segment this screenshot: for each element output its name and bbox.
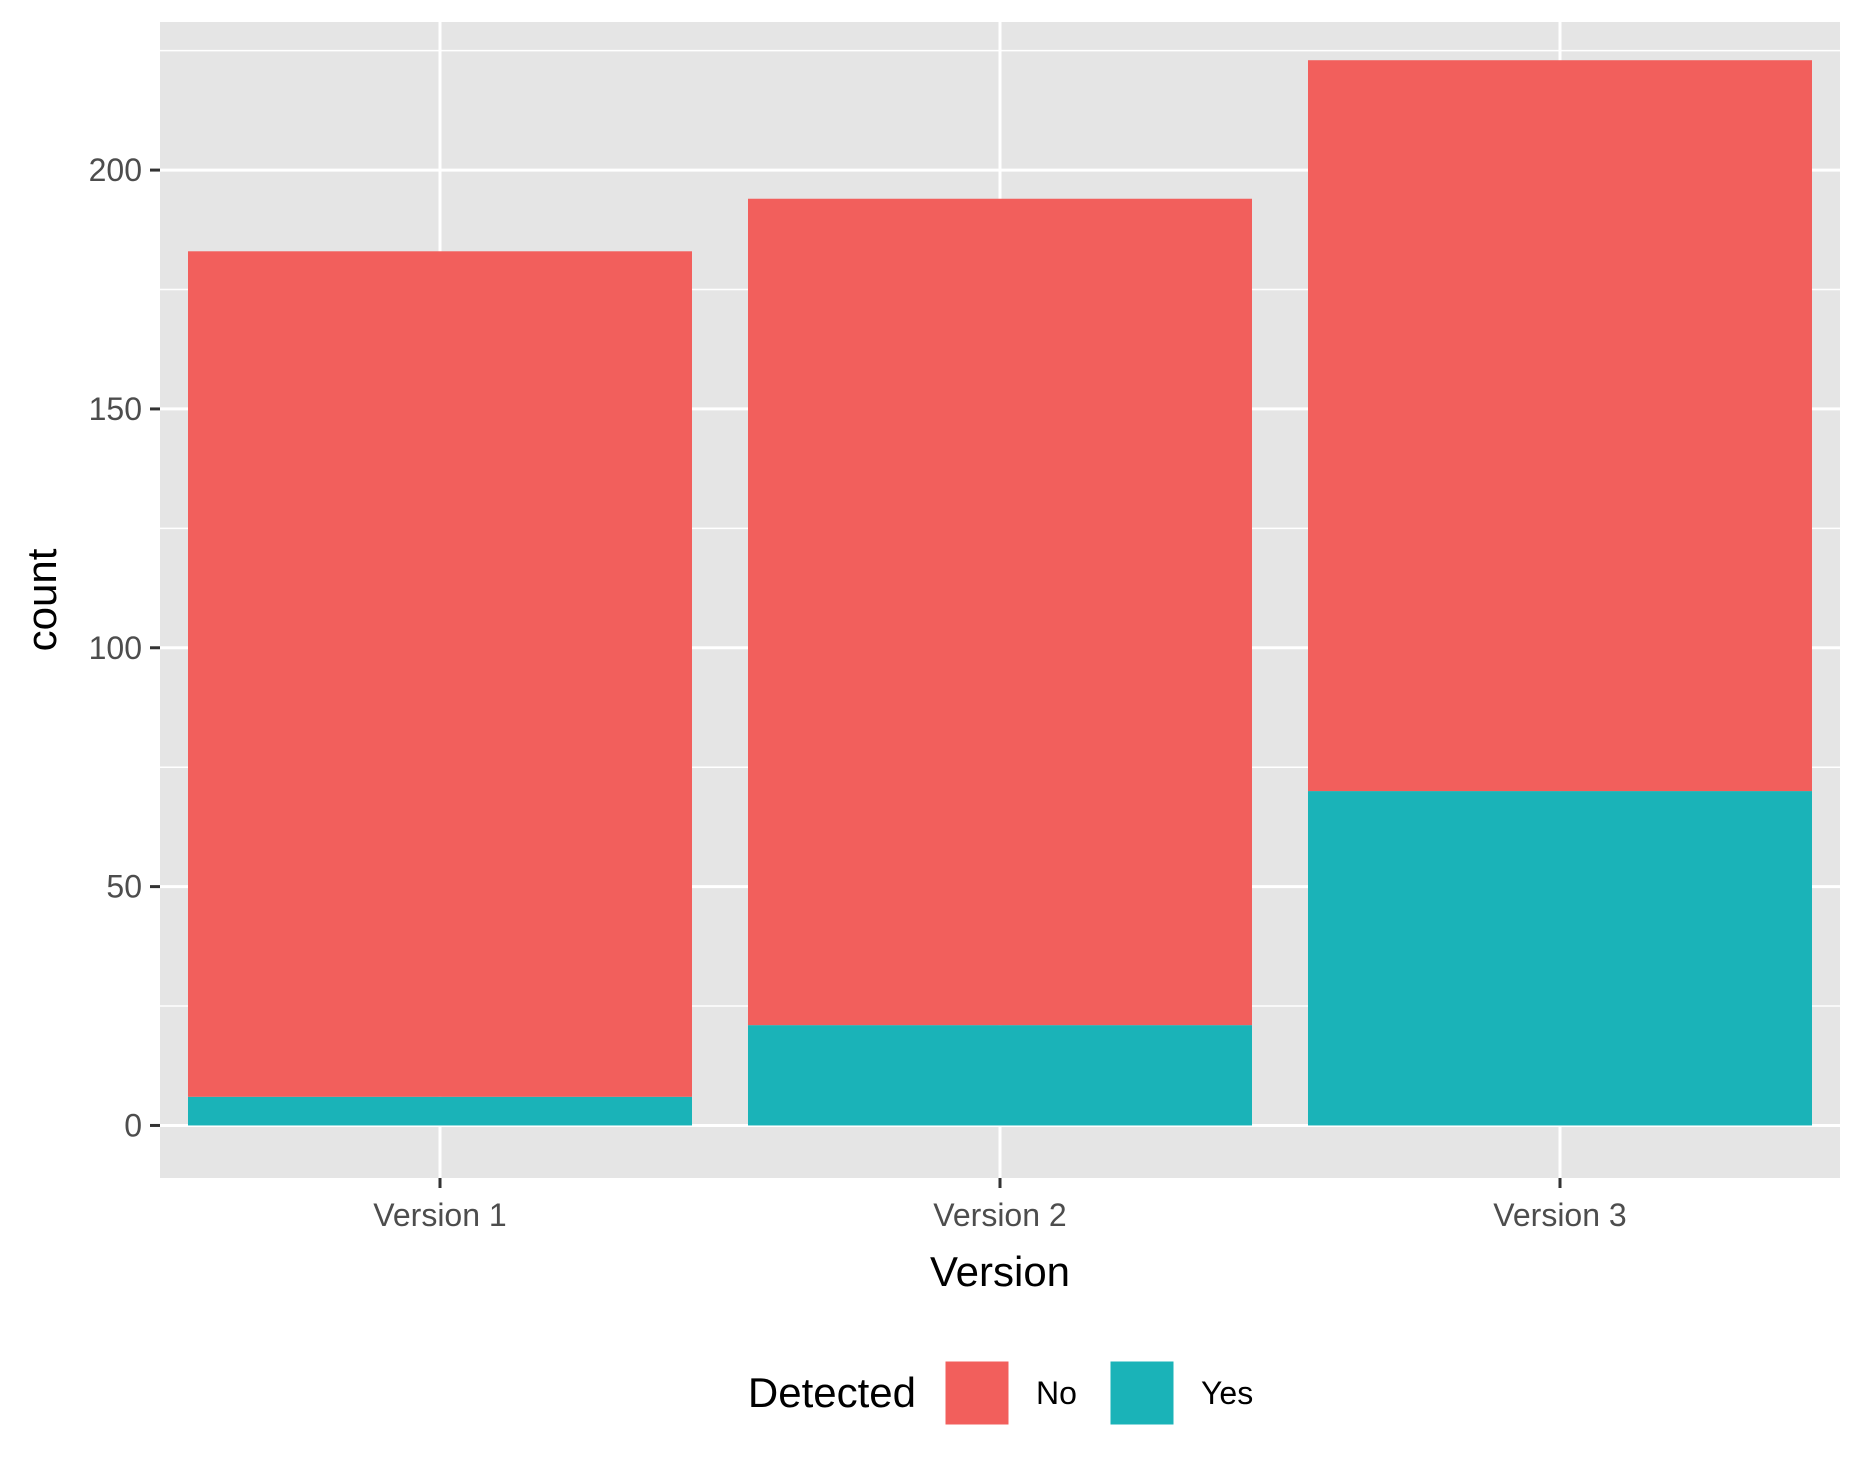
- y-axis-title: count: [18, 548, 65, 651]
- y-tick-label: 0: [124, 1107, 142, 1143]
- legend-label-no: No: [1036, 1375, 1077, 1411]
- bar-no-1: [188, 251, 692, 1097]
- bar-yes-3: [1308, 791, 1812, 1126]
- axis-layer: 0 50 100 150 200 Version 1 Version 2 Version 3: [89, 152, 1627, 1233]
- bars-layer: [188, 60, 1812, 1126]
- y-tick-label: 200: [89, 152, 142, 188]
- legend-items: No Yes: [942, 1358, 1253, 1428]
- x-axis-title: Version: [930, 1248, 1070, 1295]
- y-tick-label: 150: [89, 391, 142, 427]
- bar-no-2: [748, 198, 1252, 1026]
- legend-key-yes: [1107, 1358, 1177, 1428]
- bar-yes-2: [748, 1025, 1252, 1126]
- legend-key-no: [942, 1358, 1012, 1428]
- legend: Detected No Yes: [748, 1358, 1253, 1428]
- y-tick-label: 100: [89, 630, 142, 666]
- x-tick-label: Version 1: [373, 1197, 506, 1233]
- x-tick-label: Version 3: [1493, 1197, 1626, 1233]
- legend-title: Detected: [748, 1369, 916, 1416]
- y-tick-label: 50: [106, 869, 142, 905]
- bar-yes-1: [188, 1096, 692, 1126]
- bar-no-3: [1308, 60, 1812, 792]
- legend-label-yes: Yes: [1201, 1375, 1253, 1411]
- x-tick-label: Version 2: [933, 1197, 1066, 1233]
